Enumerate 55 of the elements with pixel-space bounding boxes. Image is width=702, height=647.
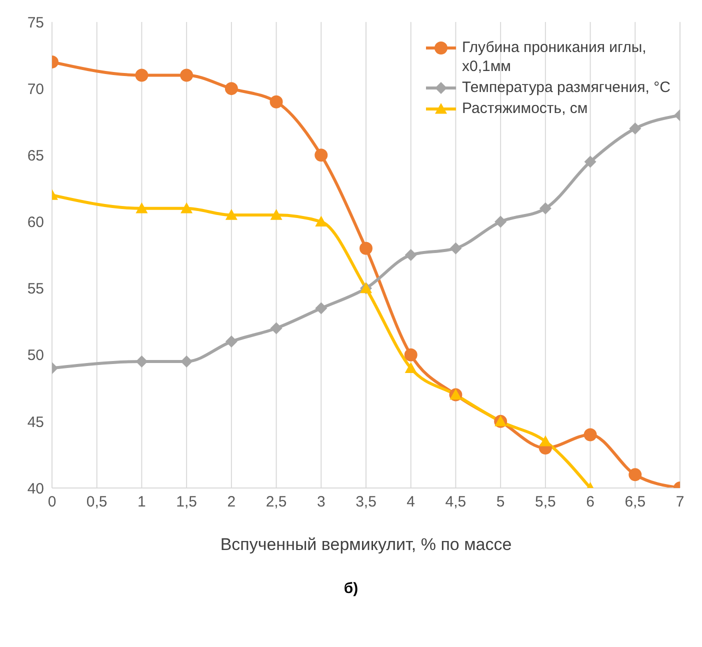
x-tick-label: 4,5 xyxy=(445,494,466,511)
point xyxy=(314,148,328,162)
y-tick-label: 45 xyxy=(27,414,44,431)
point xyxy=(628,468,642,482)
x-tick-label: 2,5 xyxy=(266,494,287,511)
point xyxy=(180,356,193,368)
point xyxy=(315,302,328,314)
point xyxy=(360,242,372,255)
text: б) xyxy=(342,580,360,597)
point xyxy=(539,435,552,446)
x-tick-label: 3,5 xyxy=(356,494,376,511)
point xyxy=(135,68,148,82)
x-tick-label: 3 xyxy=(316,494,326,511)
point xyxy=(629,122,642,135)
y-tick-label: 60 xyxy=(27,214,44,232)
point xyxy=(180,202,193,214)
point xyxy=(270,209,282,220)
x-tick-label: 2 xyxy=(227,494,236,511)
legend-label: Глубина проникания иглы, x0,1мм xyxy=(462,38,648,76)
y-tick-label: 55 xyxy=(27,280,44,298)
y-tick-label: 75 xyxy=(27,14,44,32)
point xyxy=(584,428,597,442)
point xyxy=(224,82,238,96)
point xyxy=(180,68,194,82)
point xyxy=(136,356,148,368)
legend-label: Температура размягчения, °С xyxy=(462,78,670,97)
point xyxy=(450,242,462,254)
point xyxy=(404,249,417,261)
legend-label: Растяжимость, см xyxy=(462,99,588,118)
point xyxy=(225,336,238,348)
y-tick-label: 65 xyxy=(27,147,44,164)
point xyxy=(315,216,328,227)
x-tick-label: 7 xyxy=(676,494,684,511)
y-tick-label: 70 xyxy=(27,80,44,98)
y-tick-label: 40 xyxy=(27,480,44,498)
x-tick-label: 4 xyxy=(406,494,416,511)
point xyxy=(270,322,282,334)
point xyxy=(225,209,238,220)
point xyxy=(136,202,148,214)
y-tick-label: 50 xyxy=(27,347,44,364)
x-tick-label: 6,5 xyxy=(624,494,646,511)
x-tick-label: 5 xyxy=(496,494,505,511)
point xyxy=(404,348,418,362)
x-tick-label: 1,5 xyxy=(176,494,197,511)
x-tick-label: 5,5 xyxy=(535,494,556,511)
point xyxy=(494,216,507,228)
point xyxy=(404,362,417,373)
point xyxy=(584,156,596,168)
x-tick-label: 0,5 xyxy=(86,494,108,511)
x-tick-label: 6 xyxy=(586,494,594,511)
point xyxy=(270,95,283,108)
x-axis-title: Вспученный вермикулит, % по массе xyxy=(220,535,512,554)
point xyxy=(539,202,552,214)
x-tick-label: 1 xyxy=(138,494,146,511)
x-tick-label: 0 xyxy=(48,494,56,511)
